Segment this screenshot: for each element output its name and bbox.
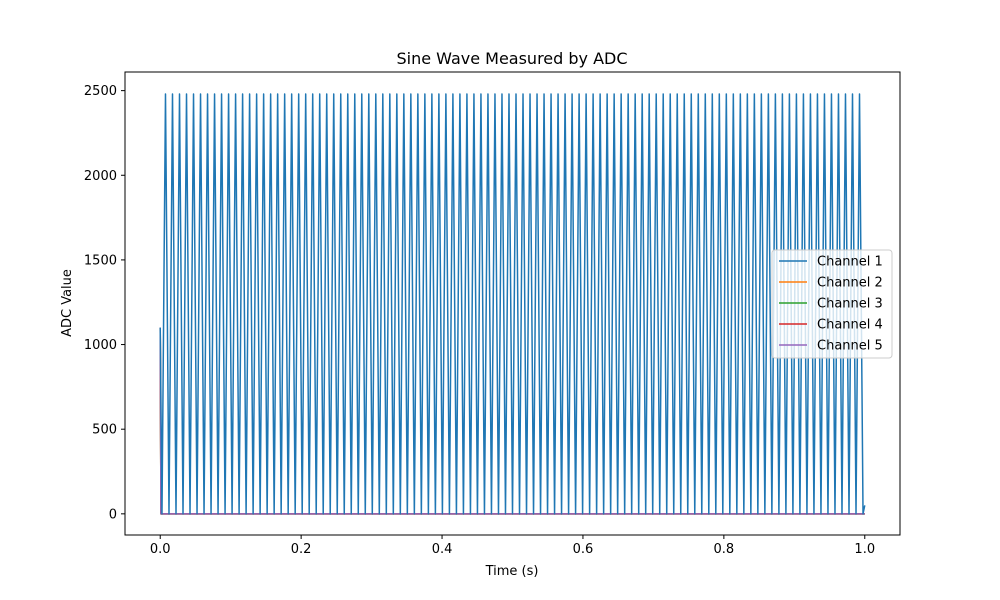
x-tick-label: 1.0 xyxy=(854,542,875,557)
axes-frame xyxy=(124,71,901,536)
series-layer xyxy=(159,93,866,515)
chart-title: Sine Wave Measured by ADC xyxy=(396,49,627,68)
plot-area xyxy=(124,71,901,536)
legend: Channel 1 Channel 2 Channel 3 Channel 4 Chan… xyxy=(771,249,893,359)
x-tick-label: 0.6 xyxy=(573,542,594,557)
y-axis-title: ADC Value xyxy=(60,269,75,337)
legend-label: Channel 3 xyxy=(817,297,883,312)
y-tick-label: 500 xyxy=(92,423,117,438)
y-tick-label: 1000 xyxy=(84,338,117,353)
y-axis: 0 500 1000 1500 2000 2500 xyxy=(84,84,125,522)
y-tick-label: 1500 xyxy=(84,253,117,268)
legend-label: Channel 4 xyxy=(817,318,883,333)
legend-label: Channel 1 xyxy=(817,255,883,270)
legend-label: Channel 5 xyxy=(817,339,883,354)
x-tick-label: 0.8 xyxy=(714,542,735,557)
y-tick-label: 0 xyxy=(109,507,117,522)
series-line-channel-1 xyxy=(159,93,866,515)
x-axis-title: Time (s) xyxy=(485,564,539,579)
y-tick-label: 2000 xyxy=(84,169,117,184)
y-tick-label: 2500 xyxy=(84,84,117,99)
x-tick-label: 0.0 xyxy=(150,542,171,557)
x-axis: 0.0 0.2 0.4 0.6 0.8 1.0 xyxy=(150,535,875,557)
x-tick-label: 0.2 xyxy=(291,542,312,557)
legend-box xyxy=(771,249,893,359)
legend-label: Channel 2 xyxy=(817,276,883,291)
x-tick-label: 0.4 xyxy=(432,542,453,557)
